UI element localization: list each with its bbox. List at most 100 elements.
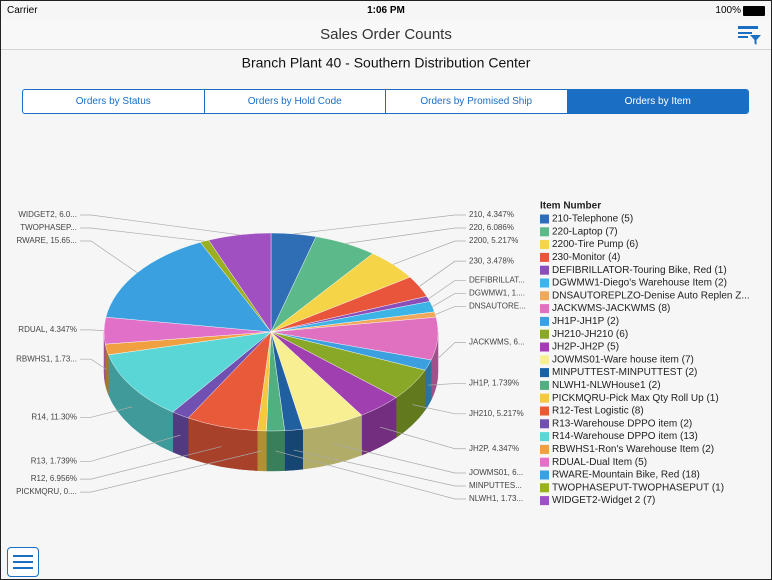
legend-label[interactable]: NLWH1-NLWHouse1 (2): [552, 380, 661, 391]
legend-swatch[interactable]: [540, 432, 549, 442]
slice-label: MINPUTTES...: [469, 481, 522, 490]
leader-line: [80, 406, 133, 418]
slice-side: [257, 430, 267, 472]
legend-swatch[interactable]: [540, 483, 549, 493]
legend-swatch[interactable]: [540, 393, 549, 403]
leader-line: [428, 383, 466, 386]
leader-line: [293, 214, 466, 235]
legend-label[interactable]: DNSAUTOREPLZO-Denise Auto Replen Z...: [552, 290, 750, 301]
tab[interactable]: Orders by Hold Code: [205, 90, 386, 113]
legend-swatch[interactable]: [540, 355, 549, 365]
legend-swatch[interactable]: [540, 265, 549, 275]
legend-swatch[interactable]: [540, 329, 549, 339]
tab[interactable]: Orders by Item: [567, 90, 748, 113]
legend-swatch[interactable]: [540, 240, 549, 250]
legend-swatch[interactable]: [540, 304, 549, 314]
status-bar: Carrier 1:06 PM 100%: [1, 1, 771, 19]
legend-label[interactable]: DGWMW1-Diego's Warehouse Item (2): [552, 278, 727, 289]
legend-label[interactable]: RWARE-Mountain Bike, Red (18): [552, 470, 700, 481]
legend-swatch[interactable]: [540, 227, 549, 237]
slice-labels: 210, 4.347% 220, 6.086% 2200, 5.217% 230, 3…: [16, 210, 526, 503]
leader-line: [428, 280, 466, 300]
legend-label[interactable]: JOWMS01-Ware house item (7): [552, 354, 694, 365]
legend-label[interactable]: R14-Warehouse DPPO item (13): [552, 431, 698, 442]
legend-title: Item Number: [540, 201, 601, 212]
slice-label: RDUAL, 4.347%: [18, 325, 77, 334]
slice-side: [172, 411, 189, 459]
legend-label[interactable]: JH210-JH210 (6): [552, 329, 628, 340]
legend-swatch[interactable]: [540, 368, 549, 378]
slice: [108, 331, 272, 413]
legend-swatch[interactable]: [540, 291, 549, 301]
slice-side: [266, 430, 285, 472]
pie-tops: [103, 232, 439, 432]
legend-swatch[interactable]: [540, 406, 549, 416]
slice-label: NLWH1, 1.73...: [469, 494, 523, 503]
leader-line: [432, 293, 466, 307]
legend-label[interactable]: DEFIBRILLATOR-Touring Bike, Red (1): [552, 265, 727, 276]
slice-label: JACKWMS, 6...: [469, 338, 525, 347]
slice-label: 230, 3.478%: [469, 256, 514, 265]
legend-swatch[interactable]: [540, 278, 549, 288]
tab[interactable]: Orders by Promised Ship: [386, 90, 568, 113]
legend-swatch[interactable]: [540, 214, 549, 224]
slice-label: 2200, 5.217%: [469, 236, 518, 245]
leader-line: [333, 443, 466, 474]
battery-icon: [743, 6, 765, 16]
filter-button[interactable]: [737, 24, 763, 46]
slice-label: JH1P, 1.739%: [469, 379, 519, 388]
leader-line: [379, 426, 466, 450]
legend-label[interactable]: 210-Telephone (5): [552, 214, 633, 225]
slice-label: RBWHS1, 1.73...: [16, 354, 77, 363]
legend-label[interactable]: MINPUTTEST-MINPUTTEST (2): [552, 367, 697, 378]
legend-label[interactable]: TWOPHASEPUT-TWOPHASEPUT (1): [552, 482, 724, 493]
slice-label: JOWMS01, 6...: [469, 468, 523, 477]
legend-swatch[interactable]: [540, 444, 549, 454]
menu-button[interactable]: [7, 547, 39, 577]
leader-line: [419, 260, 466, 287]
legend-swatch[interactable]: [540, 470, 549, 480]
legend[interactable]: 210-Telephone (5)220-Laptop (7) 2200-Tire…: [540, 214, 750, 507]
legend-label[interactable]: JH2P-JH2P (5): [552, 342, 619, 353]
legend-label[interactable]: 2200-Tire Pump (6): [552, 239, 638, 250]
legend-label[interactable]: RBWHS1-Ron's Warehouse Item (2): [552, 444, 714, 455]
slice-label: R13, 1.739%: [31, 456, 77, 465]
legend-label[interactable]: JACKWMS-JACKWMS (8): [552, 303, 670, 314]
page-title: Sales Order Counts: [320, 26, 452, 43]
leader-line: [345, 227, 466, 244]
leader-line: [80, 214, 240, 236]
legend-label[interactable]: 220-Laptop (7): [552, 226, 618, 237]
legend-swatch[interactable]: [540, 342, 549, 352]
legend-label[interactable]: RDUAL-Dual Item (5): [552, 457, 647, 468]
legend-label[interactable]: R12-Test Logistic (8): [552, 406, 644, 417]
slice-label: 220, 6.086%: [469, 223, 514, 232]
slice-label: DNSAUTORE...: [469, 302, 526, 311]
slice-side: [284, 428, 303, 471]
leader-line: [275, 450, 466, 500]
legend-label[interactable]: JH1P-JH1P (2): [552, 316, 619, 327]
legend-swatch[interactable]: [540, 380, 549, 390]
legend-label[interactable]: WIDGET2-Widget 2 (7): [552, 495, 655, 506]
legend-swatch[interactable]: [540, 316, 549, 326]
carrier: Carrier: [7, 5, 38, 16]
legend-label[interactable]: 230-Monitor (4): [552, 252, 620, 263]
slice-label: JH2P, 4.347%: [469, 444, 519, 453]
slice-label: PICKMQRU, 0....: [16, 487, 77, 496]
legend-label[interactable]: R13-Warehouse DPPO item (2): [552, 418, 692, 429]
leader-line: [435, 306, 466, 315]
legend-label[interactable]: PICKMQRU-Pick Max Qty Roll Up (1): [552, 393, 719, 404]
nav-bar: Sales Order Counts: [1, 19, 771, 50]
leader-line: [80, 329, 105, 331]
legend-swatch[interactable]: [540, 252, 549, 262]
legend-swatch[interactable]: [540, 457, 549, 467]
leader-line: [80, 227, 205, 242]
slice-label: RWARE, 15.65...: [17, 236, 77, 245]
slice-label: 210, 4.347%: [469, 210, 514, 219]
leader-line: [80, 358, 107, 370]
slice-label: R14, 11.30%: [31, 412, 77, 421]
tab[interactable]: Orders by Status: [23, 90, 205, 113]
legend-swatch[interactable]: [540, 496, 549, 506]
legend-swatch[interactable]: [540, 419, 549, 429]
leader-line: [80, 450, 262, 493]
